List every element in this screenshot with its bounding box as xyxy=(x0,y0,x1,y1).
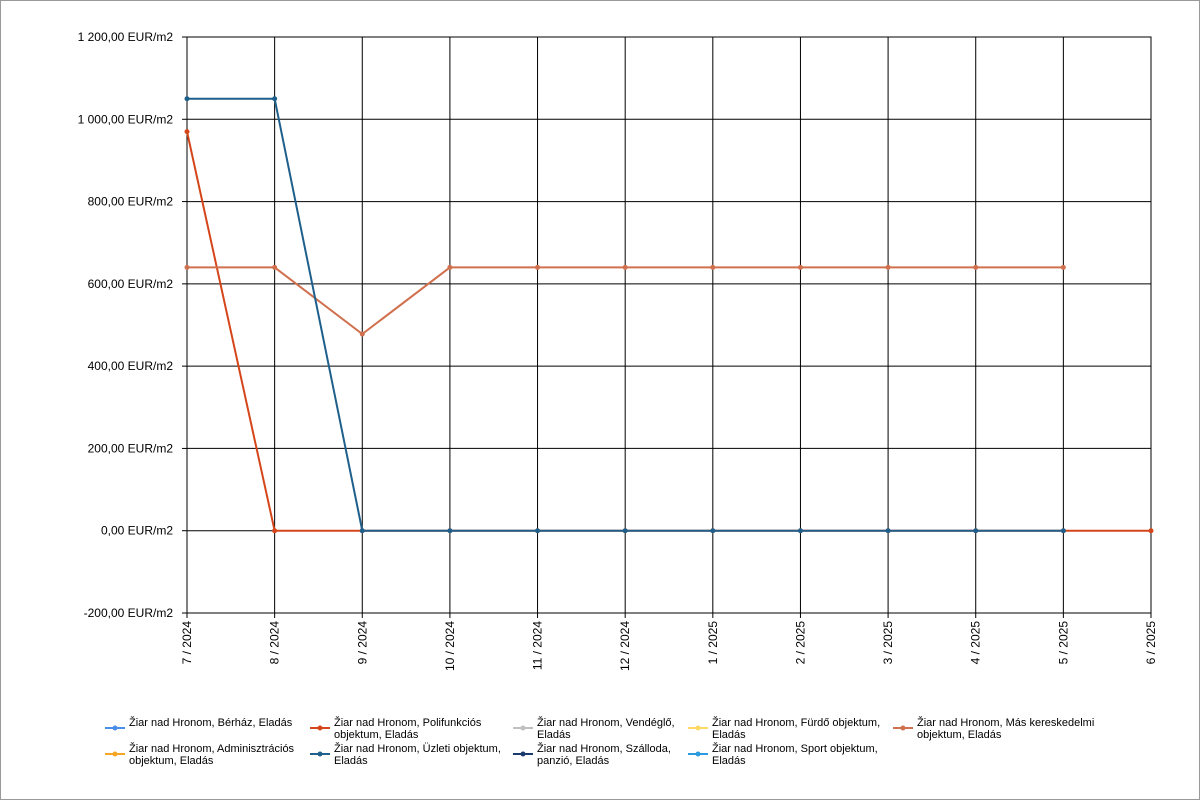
legend-label: Žiar nad Hronom, Polifunkciós objektum, … xyxy=(334,717,482,741)
x-tick-label: 10 / 2024 xyxy=(443,621,457,671)
point xyxy=(797,264,803,270)
point xyxy=(710,264,716,270)
point xyxy=(184,264,190,270)
point xyxy=(535,264,541,270)
x-tick-label: 11 / 2024 xyxy=(531,621,545,670)
point xyxy=(622,528,628,534)
legend-label: Žiar nad Hronom, Fürdő objektum, Eladás xyxy=(712,717,881,741)
point xyxy=(622,264,628,270)
x-tick-label: 9 / 2024 xyxy=(355,621,369,665)
point xyxy=(1060,528,1066,534)
y-tick-label: 400,00 EUR/m2 xyxy=(88,359,174,373)
x-tick-label: 1 / 2025 xyxy=(706,621,720,665)
legend-label: Žiar nad Hronom, Sport objektum, Eladás xyxy=(712,743,878,767)
point xyxy=(885,264,891,270)
y-tick-label: 800,00 EUR/m2 xyxy=(88,195,174,209)
y-tick-label: 1 200,00 EUR/m2 xyxy=(78,30,174,44)
x-tick-label: 12 / 2024 xyxy=(618,621,632,671)
legend-label: Žiar nad Hronom, Szálloda, panzió, Eladá… xyxy=(537,743,671,767)
point xyxy=(447,528,453,534)
y-tick-label: 600,00 EUR/m2 xyxy=(88,277,174,291)
legend-marker xyxy=(112,725,118,731)
legend-marker xyxy=(695,751,701,757)
point xyxy=(359,331,365,337)
point xyxy=(710,528,716,534)
point xyxy=(535,528,541,534)
point xyxy=(184,129,190,135)
point xyxy=(1148,528,1154,534)
y-tick-label: 200,00 EUR/m2 xyxy=(88,441,174,455)
legend-label: Žiar nad Hronom, Más kereskedelmi objekt… xyxy=(917,717,1095,741)
point xyxy=(885,528,891,534)
legend-marker xyxy=(317,751,323,757)
point xyxy=(272,528,278,534)
x-tick-label: 2 / 2025 xyxy=(793,621,807,665)
legend-marker xyxy=(900,725,906,731)
x-tick-label: 8 / 2024 xyxy=(268,621,282,665)
point xyxy=(973,264,979,270)
point xyxy=(359,528,365,534)
plot-border xyxy=(186,36,1152,614)
point xyxy=(797,528,803,534)
point xyxy=(272,264,278,270)
legend-label: Žiar nad Hronom, Üzleti objektum, Eladás xyxy=(334,743,501,767)
x-tick-label: 6 / 2025 xyxy=(1144,621,1158,665)
x-tick-label: 5 / 2025 xyxy=(1056,621,1070,665)
legend-marker xyxy=(695,725,701,731)
x-tick-label: 4 / 2025 xyxy=(969,621,983,665)
y-tick-label: 0,00 EUR/m2 xyxy=(101,524,173,538)
x-tick-label: 7 / 2024 xyxy=(180,621,194,665)
legend-marker xyxy=(520,751,526,757)
point xyxy=(1060,264,1066,270)
point xyxy=(447,264,453,270)
legend-marker xyxy=(112,751,118,757)
legend-label: Žiar nad Hronom, Vendéglő, Eladás xyxy=(537,717,675,741)
legend-marker xyxy=(317,725,323,731)
point xyxy=(184,96,190,102)
point xyxy=(973,528,979,534)
y-tick-label: 1 000,00 EUR/m2 xyxy=(78,112,174,126)
legend-marker xyxy=(520,725,526,731)
point xyxy=(272,96,278,102)
legend-label: Žiar nad Hronom, Adminisztrációs objektu… xyxy=(129,743,295,767)
x-tick-label: 3 / 2025 xyxy=(881,621,895,665)
legend-label: Žiar nad Hronom, Bérház, Eladás xyxy=(129,717,293,729)
y-tick-label: -200,00 EUR/m2 xyxy=(84,606,174,620)
